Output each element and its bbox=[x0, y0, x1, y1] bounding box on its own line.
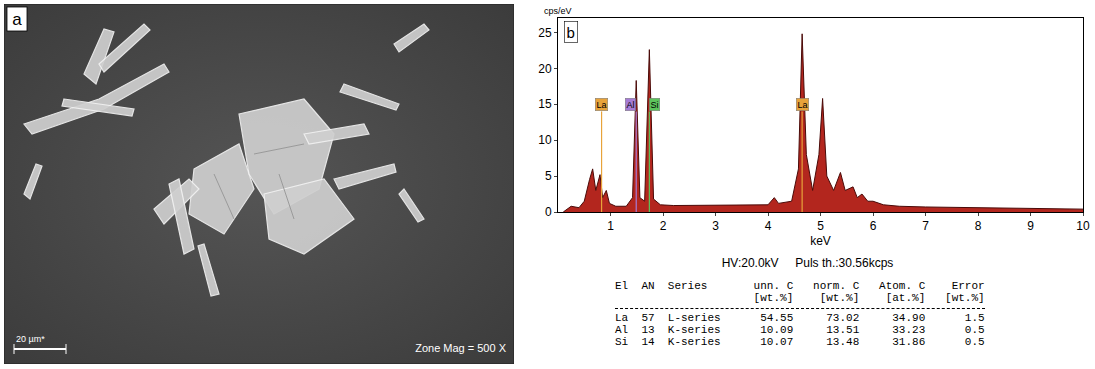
html-text:HV:20.0kV Puls th.:30.56kcps: HV:20.0kV Puls th.:30.56kcps bbox=[721, 256, 894, 270]
svg-text:9: 9 bbox=[1027, 219, 1034, 233]
svg-text:10: 10 bbox=[1076, 219, 1090, 233]
html-text:Al 13 K-series 10.09 13.51 33.: Al 13 K-series 10.09 13.51 33.23 0.5 bbox=[615, 324, 985, 336]
svg-text:0: 0 bbox=[545, 205, 552, 219]
svg-text:La: La bbox=[597, 100, 607, 110]
svg-text:a: a bbox=[12, 10, 22, 29]
svg-text:20: 20 bbox=[538, 62, 552, 76]
svg-text:6: 6 bbox=[870, 219, 877, 233]
svg-text:20 µm*: 20 µm* bbox=[16, 334, 45, 344]
svg-text:keV: keV bbox=[810, 234, 831, 248]
svg-text:5: 5 bbox=[545, 169, 552, 183]
svg-text:2: 2 bbox=[660, 219, 667, 233]
svg-text:8: 8 bbox=[975, 219, 982, 233]
svg-text:5: 5 bbox=[817, 219, 824, 233]
svg-text:3: 3 bbox=[712, 219, 719, 233]
svg-text:La: La bbox=[798, 100, 808, 110]
svg-text:15: 15 bbox=[538, 97, 552, 111]
html-text:La 57 L-series 54.55 73.02 34.: La 57 L-series 54.55 73.02 34.90 1.5 bbox=[615, 312, 985, 324]
html-text:[wt.%] [wt.%] [at.%] [wt.%]: [wt.%] [wt.%] [at.%] [wt.%] bbox=[615, 292, 985, 304]
svg-text:b: b bbox=[567, 24, 575, 41]
svg-text:cps/eV: cps/eV bbox=[544, 6, 572, 16]
svg-text:7: 7 bbox=[922, 219, 929, 233]
svg-text:25: 25 bbox=[538, 26, 552, 40]
html-text:El AN Series unn. C norm. C At: El AN Series unn. C norm. C Atom. C Erro… bbox=[615, 280, 985, 292]
svg-text:Al: Al bbox=[627, 100, 635, 110]
html-text:Si 14 K-series 10.07 13.48 31.: Si 14 K-series 10.07 13.48 31.86 0.5 bbox=[615, 336, 985, 348]
svg-text:Zone Mag = 500 X: Zone Mag = 500 X bbox=[415, 342, 506, 354]
svg-text:1: 1 bbox=[607, 219, 614, 233]
svg-text:Si: Si bbox=[651, 100, 659, 110]
svg-text:4: 4 bbox=[765, 219, 772, 233]
svg-text:10: 10 bbox=[538, 133, 552, 147]
